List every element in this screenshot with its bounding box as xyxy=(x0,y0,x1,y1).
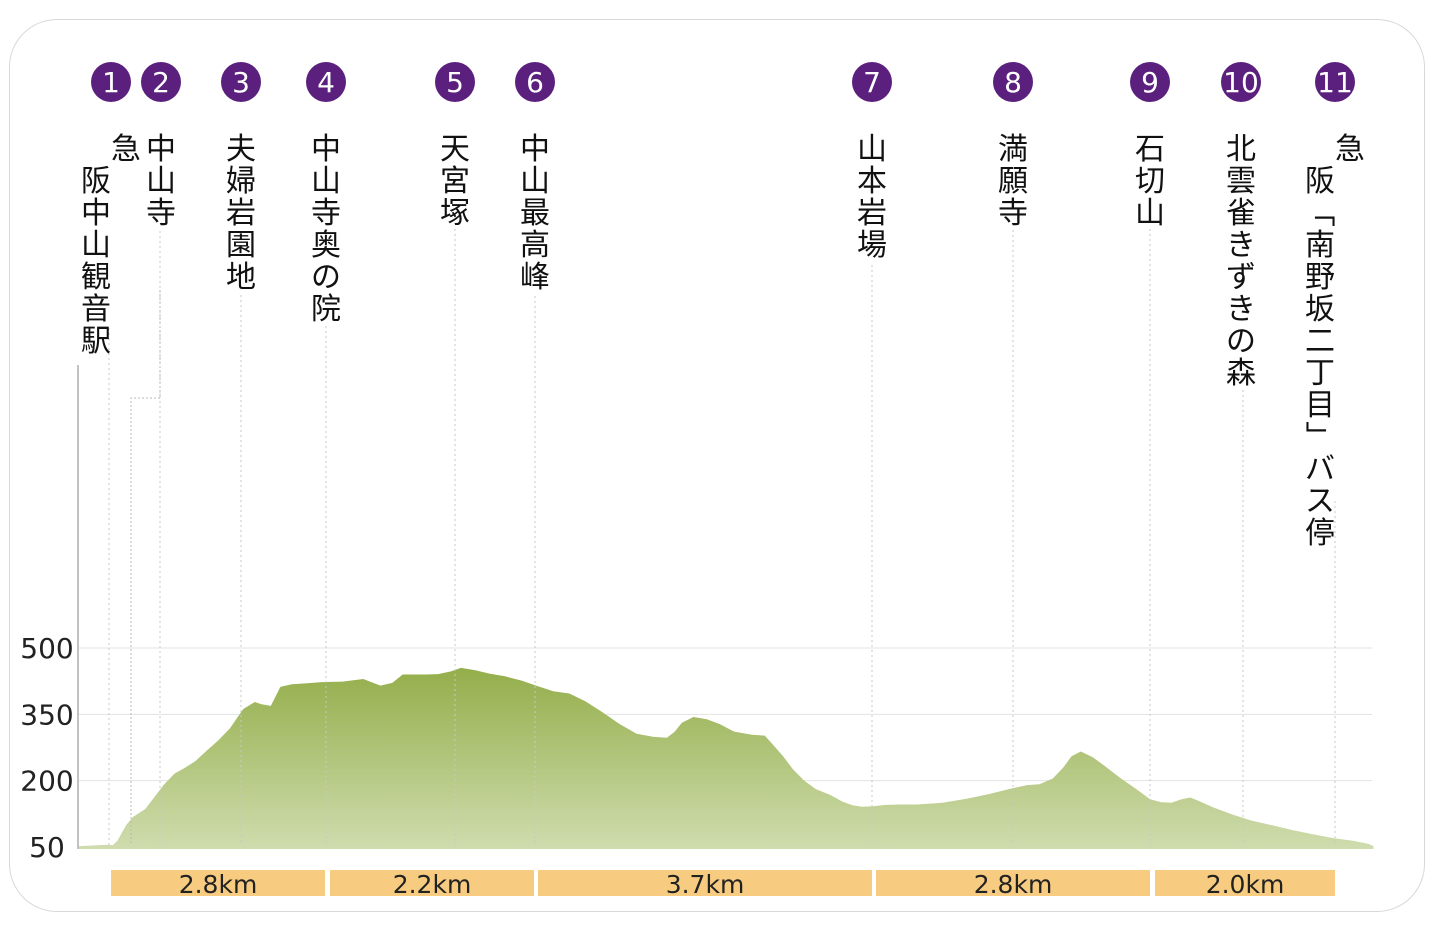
stop-badge xyxy=(1315,62,1355,102)
stop-label-char: 中 xyxy=(520,132,550,167)
stop-number: 6 xyxy=(526,66,544,99)
stop-label-char: の xyxy=(311,260,341,295)
stop-label-char: 森 xyxy=(1226,356,1256,391)
stop-leader-line xyxy=(130,290,161,845)
stop-label-char: 院 xyxy=(311,292,341,327)
stop-badge xyxy=(515,62,555,102)
stop-label-char: 山 xyxy=(520,164,550,199)
distance-label: 2.2km xyxy=(393,870,472,899)
stop-label-char: 雀 xyxy=(1226,196,1256,231)
stop-label-char: 山 xyxy=(146,164,176,199)
stop-label-char: ス xyxy=(1305,484,1335,519)
stop-number: 4 xyxy=(317,66,335,99)
stop-label-char: 中 xyxy=(81,196,111,231)
stop-label-char: 二 xyxy=(1305,324,1335,359)
stop-label-char: 北 xyxy=(1226,132,1256,167)
stop-label-char: 急 xyxy=(111,132,141,167)
stop-number: 1 xyxy=(102,66,120,99)
stop-label-char: 丁 xyxy=(1305,356,1335,391)
stop-label-char: 高 xyxy=(520,228,550,263)
stop-label-char: 園 xyxy=(226,228,256,263)
stop-label-char: 観 xyxy=(81,260,111,295)
stop-number: 5 xyxy=(446,66,464,99)
stop-label-char: 天 xyxy=(440,132,470,167)
stop-label-char: 本 xyxy=(857,164,887,199)
stop-badge xyxy=(91,62,131,102)
stop-badge xyxy=(852,62,892,102)
stop-number: 3 xyxy=(232,66,250,99)
distance-label: 2.8km xyxy=(974,870,1053,899)
stop-label-char: 奥 xyxy=(311,228,341,263)
stop-number: 11 xyxy=(1317,66,1353,99)
stop-label-char: 南 xyxy=(1305,228,1335,263)
stop-badge xyxy=(993,62,1033,102)
stop-label-char: 山 xyxy=(1135,196,1165,231)
y-tick-label: 50 xyxy=(29,831,65,864)
stop-badge xyxy=(435,62,475,102)
stop-label-char: 野 xyxy=(1305,260,1335,295)
stop-label-char: 場 xyxy=(857,228,887,263)
distance-segment xyxy=(330,870,534,896)
elevation-area xyxy=(79,667,1374,849)
stop-label-char: 岩 xyxy=(226,196,256,231)
stop-number: 9 xyxy=(1141,66,1159,99)
stop-label-char: 山 xyxy=(81,228,111,263)
stop-number: 8 xyxy=(1004,66,1022,99)
distance-segment xyxy=(111,870,325,896)
stop-label-char: 坂 xyxy=(1305,292,1335,327)
stop-label-char: 最 xyxy=(520,196,550,231)
distance-segment xyxy=(876,870,1150,896)
stop-label-char: 岩 xyxy=(857,196,887,231)
stop-label-char: 阪 xyxy=(1305,164,1335,199)
y-tick-label: 350 xyxy=(20,698,73,731)
stop-badge xyxy=(221,62,261,102)
stop-label-char: 雲 xyxy=(1226,164,1256,199)
distance-label: 2.8km xyxy=(179,870,258,899)
stop-label-char: 「 xyxy=(1301,197,1336,227)
stop-label-char: き xyxy=(1226,292,1256,327)
stop-label-char: 中 xyxy=(146,132,176,167)
stop-label-char: 願 xyxy=(998,164,1028,199)
stop-number: 7 xyxy=(863,66,881,99)
stop-label-char: ず xyxy=(1226,260,1256,295)
distance-segment xyxy=(538,870,872,896)
stop-label-char: 寺 xyxy=(146,196,176,231)
stop-label-char: 婦 xyxy=(226,164,256,199)
stop-label-char: 宮 xyxy=(440,164,470,199)
y-tick-label: 500 xyxy=(20,632,73,665)
stop-label-char: 寺 xyxy=(998,196,1028,231)
stop-label-char: 」 xyxy=(1301,421,1336,451)
stop-label-char: 寺 xyxy=(311,196,341,231)
stop-label-char: 山 xyxy=(311,164,341,199)
stop-number: 10 xyxy=(1223,66,1259,99)
stop-label-char: 塚 xyxy=(440,196,470,231)
stop-label-char: 中 xyxy=(311,132,341,167)
stop-label-char: 急 xyxy=(1335,132,1365,167)
distance-label: 3.7km xyxy=(666,870,745,899)
stop-label-char: 目 xyxy=(1305,388,1335,423)
stop-badge xyxy=(141,62,181,102)
stop-label-char: 阪 xyxy=(81,164,111,199)
stop-label-char: 夫 xyxy=(226,132,256,167)
distance-segment xyxy=(1155,870,1335,896)
stop-label-char: 山 xyxy=(857,132,887,167)
distance-label: 2.0km xyxy=(1206,870,1285,899)
stop-label-char: 切 xyxy=(1135,164,1165,199)
stop-label-char: 石 xyxy=(1135,132,1165,167)
stop-label-char: 駅 xyxy=(81,324,111,359)
stop-label-char: 満 xyxy=(998,132,1028,167)
stop-label-char: き xyxy=(1226,228,1256,263)
stop-label-char: 停 xyxy=(1305,516,1335,551)
y-tick-label: 200 xyxy=(20,765,73,798)
stop-badge xyxy=(306,62,346,102)
stop-badge xyxy=(1221,62,1261,102)
stop-number: 2 xyxy=(152,66,170,99)
stop-label-char: の xyxy=(1226,324,1256,359)
stop-label-char: 峰 xyxy=(520,260,550,295)
stop-label-char: 地 xyxy=(226,260,256,295)
stop-badge xyxy=(1130,62,1170,102)
stop-label-char: バ xyxy=(1305,452,1335,487)
stop-label-char: 音 xyxy=(81,292,111,327)
